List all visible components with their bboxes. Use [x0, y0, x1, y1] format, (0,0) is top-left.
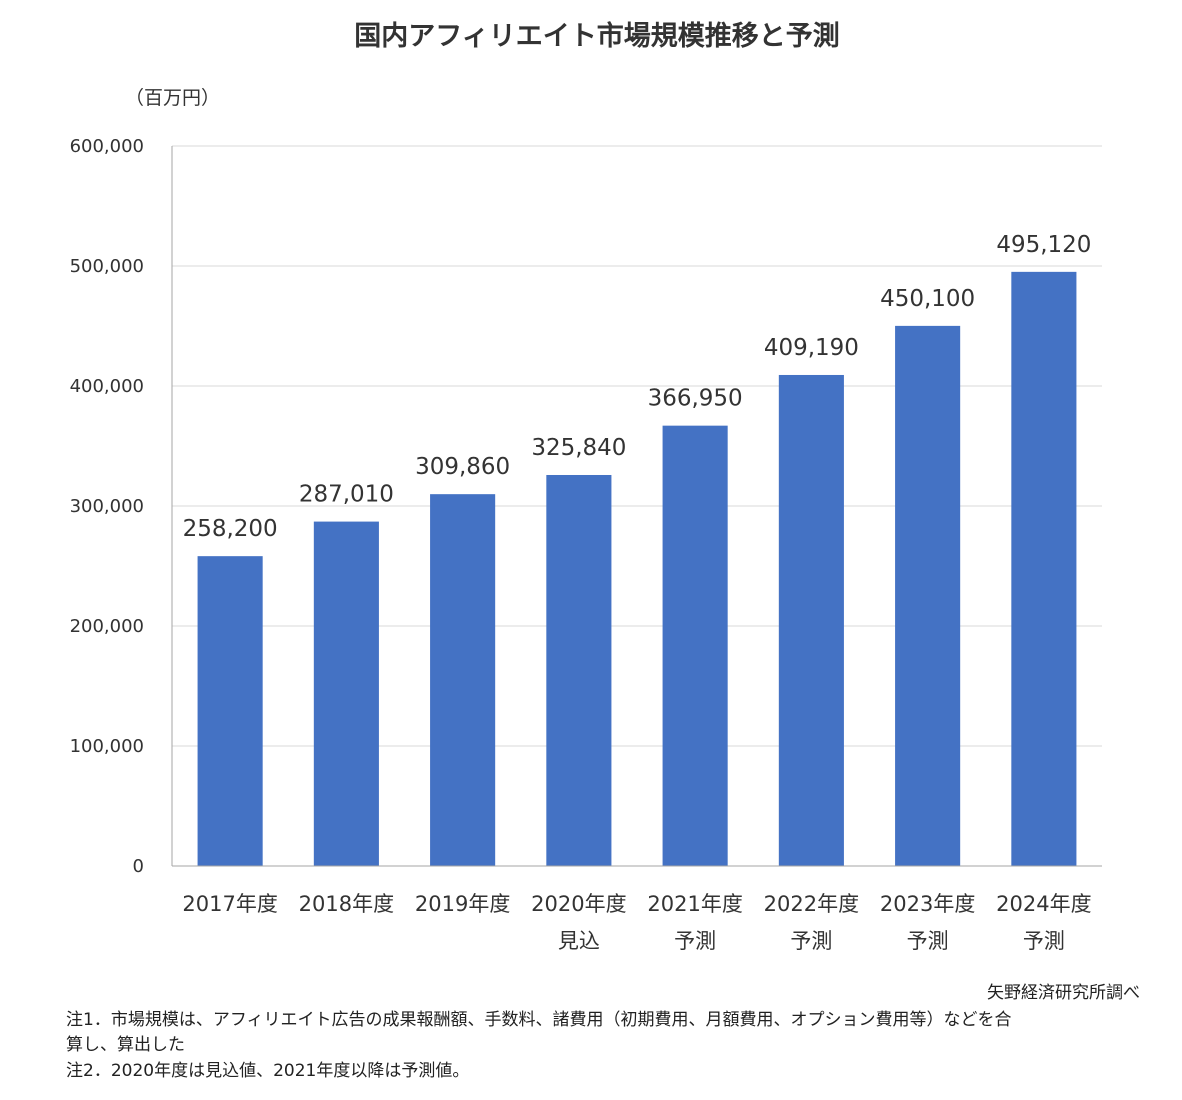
- gridlines: [172, 145, 1102, 747]
- x-tick-label: 2018年度: [299, 892, 394, 916]
- data-label: 409,190: [764, 335, 859, 361]
- y-tick-label: 0: [133, 856, 144, 877]
- y-tick-label: 500,000: [70, 256, 144, 277]
- bar: [430, 494, 496, 866]
- x-tick-label: 予測: [907, 929, 949, 953]
- data-label: 450,100: [880, 286, 975, 312]
- note-1-line-2: 算し、算出した: [66, 1035, 185, 1055]
- x-tick-label: 予測: [674, 929, 716, 953]
- bar: [313, 521, 379, 866]
- bars: [197, 271, 1077, 867]
- source-credit: 矢野経済研究所調べ: [987, 983, 1140, 1003]
- data-label: 366,950: [648, 386, 743, 412]
- bar: [662, 425, 728, 866]
- chart-title: 国内アフィリエイト市場規模推移と予測: [354, 20, 839, 52]
- data-label: 258,200: [183, 516, 278, 542]
- y-axis-unit-label: （百万円）: [125, 87, 220, 109]
- x-tick-label: 2020年度: [531, 892, 626, 916]
- data-label: 325,840: [531, 435, 626, 461]
- axes: [171, 146, 1102, 867]
- data-label: 287,010: [299, 482, 394, 508]
- y-tick-label: 600,000: [70, 136, 144, 157]
- y-tick-label: 200,000: [70, 616, 144, 637]
- x-axis-ticks: 2017年度 2018年度 2019年度 2020年度見込2021年度予測2022年度…: [182, 892, 1091, 953]
- y-tick-label: 300,000: [70, 496, 144, 517]
- bar: [778, 374, 844, 866]
- x-tick-label: 予測: [790, 929, 832, 953]
- bar: [895, 325, 961, 866]
- y-tick-label: 100,000: [70, 736, 144, 757]
- note-2: 注2．2020年度は見込値、2021年度以降は予測値。: [66, 1061, 470, 1081]
- bar: [546, 474, 612, 866]
- x-tick-label: 2023年度: [880, 892, 975, 916]
- bar: [1011, 271, 1077, 867]
- y-axis-ticks: 0 100,000 200,000 300,000 400,000 500,000 600,…: [70, 136, 144, 877]
- bar-chart: 国内アフィリエイト市場規模推移と予測 （百万円） 0 100,000 200,000…: [70, 20, 1102, 953]
- data-label: 495,120: [996, 232, 1091, 258]
- x-tick-label: 2024年度: [996, 892, 1091, 916]
- note-1-line-1: 注1．市場規模は、アフィリエイト広告の成果報酬額、手数料、諸費用（初期費用、月額…: [66, 1010, 1012, 1030]
- x-tick-label: 2019年度: [415, 892, 510, 916]
- bar: [197, 556, 263, 866]
- x-tick-label: 見込: [558, 929, 600, 953]
- y-tick-label: 400,000: [70, 376, 144, 397]
- data-labels: 258,200 287,010 309,860 325,840 366,950 409,1…: [183, 232, 1092, 542]
- x-tick-label: 予測: [1023, 929, 1065, 953]
- x-tick-label: 2017年度: [182, 892, 277, 916]
- x-tick-label: 2021年度: [647, 892, 742, 916]
- x-tick-label: 2022年度: [764, 892, 859, 916]
- data-label: 309,860: [415, 454, 510, 480]
